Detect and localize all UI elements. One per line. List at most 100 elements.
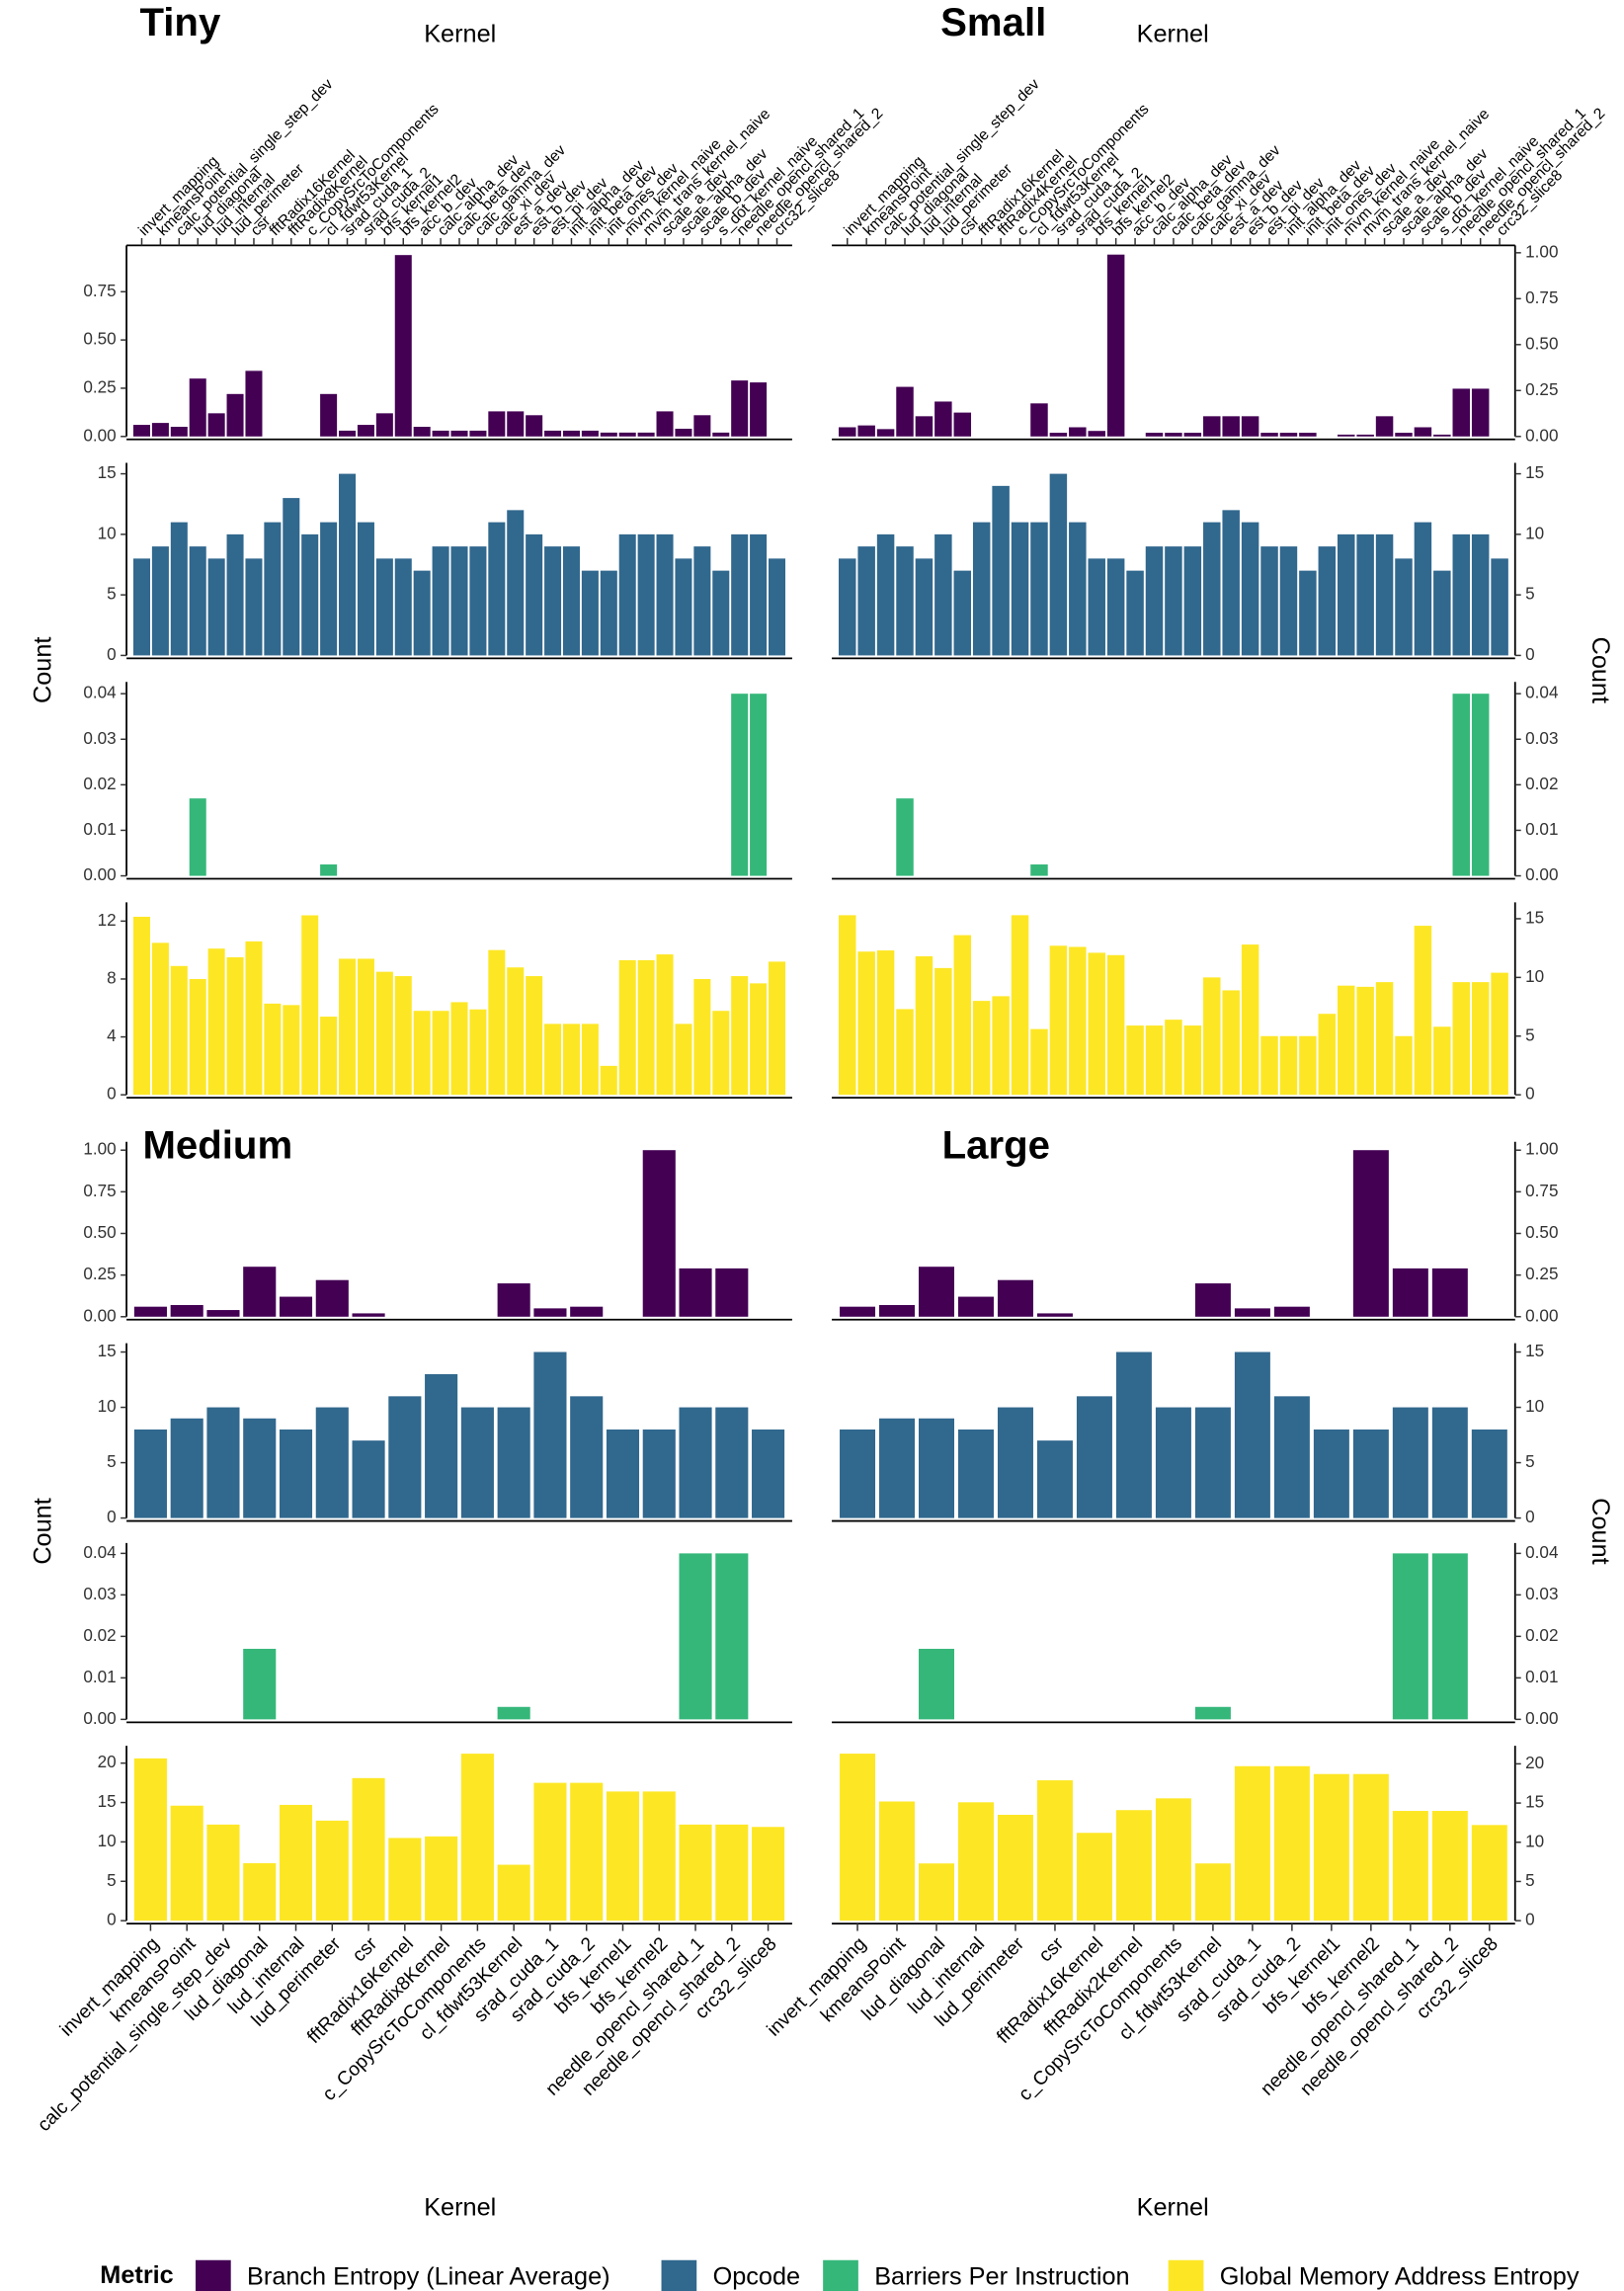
y-tick-label: 0.00 <box>83 426 116 445</box>
bar <box>1452 533 1470 656</box>
bar <box>1194 1706 1231 1720</box>
y-tick-label: 5 <box>1525 1452 1535 1471</box>
bar <box>375 558 393 656</box>
bar <box>133 1758 167 1922</box>
bar <box>675 428 692 437</box>
bar <box>432 430 449 437</box>
y-tick-label: 1.00 <box>1525 242 1558 261</box>
y-tick-label: 10 <box>98 1832 117 1850</box>
bar <box>712 570 730 656</box>
bar <box>1471 533 1490 656</box>
bar <box>264 522 282 656</box>
bar <box>1414 926 1432 1096</box>
bar <box>1471 1825 1507 1922</box>
bar <box>243 1862 277 1922</box>
y-tick-label: 0.03 <box>83 1585 116 1603</box>
bar <box>132 425 151 437</box>
bar <box>1452 694 1470 876</box>
bar <box>1279 1035 1298 1096</box>
y-tick-label: 0.04 <box>1525 1543 1558 1562</box>
bar <box>1260 1035 1278 1096</box>
bar <box>413 570 431 656</box>
bar <box>1030 403 1048 437</box>
y-tick-label: 0.25 <box>1525 1265 1558 1283</box>
bar <box>1194 1283 1231 1317</box>
y-tick-label: 5 <box>1525 585 1535 604</box>
bar <box>637 432 655 437</box>
x-axis-title: Kernel <box>424 2193 496 2221</box>
bar <box>693 546 711 656</box>
bar <box>1392 1268 1428 1317</box>
bar <box>1431 1407 1468 1518</box>
bar <box>1106 254 1125 437</box>
bar <box>1030 864 1048 876</box>
bar <box>1203 416 1221 437</box>
bar <box>1337 434 1355 437</box>
bar <box>1165 433 1182 437</box>
bar <box>839 558 856 656</box>
bar <box>1234 1308 1270 1317</box>
y-tick-label: 15 <box>1525 1793 1544 1812</box>
bar <box>507 411 525 437</box>
bar <box>469 1009 487 1096</box>
bar <box>769 558 786 656</box>
bar <box>320 864 338 876</box>
bar <box>679 1268 712 1317</box>
bar <box>1115 1810 1152 1922</box>
bar <box>243 1267 277 1317</box>
bar <box>279 1429 313 1518</box>
bar <box>245 941 263 1096</box>
bar <box>879 1801 916 1922</box>
bar <box>953 935 972 1096</box>
y-tick-label: 0.75 <box>83 282 116 300</box>
bar <box>526 415 543 437</box>
bar <box>581 1023 599 1096</box>
y-tick-label: 0 <box>1525 1085 1535 1104</box>
bar <box>840 1306 876 1317</box>
bar <box>1431 1553 1468 1720</box>
bar <box>1452 388 1470 437</box>
bar <box>1076 1833 1112 1922</box>
bar <box>189 378 206 437</box>
bar <box>1313 1773 1349 1922</box>
bar <box>1183 1025 1202 1096</box>
bar <box>339 473 357 656</box>
bar <box>857 425 875 437</box>
y-tick-label: 0.02 <box>83 1626 116 1645</box>
bar <box>1352 1429 1389 1518</box>
bar <box>581 430 599 437</box>
bar <box>1337 533 1355 656</box>
bar <box>432 1011 449 1096</box>
bar <box>606 1429 640 1518</box>
legend-label: Opcode <box>713 2262 800 2290</box>
bar <box>544 430 562 437</box>
bar <box>1145 546 1164 656</box>
bar <box>245 370 263 437</box>
bar <box>469 430 487 437</box>
bar <box>1203 522 1221 656</box>
bar <box>562 430 580 437</box>
y-tick-label: 1.00 <box>83 1140 116 1159</box>
bar <box>488 411 506 437</box>
bar <box>581 570 599 656</box>
bar <box>1036 1440 1073 1518</box>
bar <box>375 413 393 437</box>
bar <box>934 401 952 437</box>
bar <box>151 423 169 437</box>
bar <box>1126 570 1144 656</box>
bar <box>972 522 991 656</box>
bar <box>570 1782 604 1922</box>
bar <box>170 522 188 656</box>
bar <box>679 1824 712 1922</box>
bar <box>1106 954 1125 1096</box>
bar <box>618 533 636 656</box>
bar <box>315 1407 349 1518</box>
bar <box>1433 434 1451 437</box>
bar <box>189 798 206 876</box>
bar <box>394 558 412 656</box>
bar <box>1375 982 1394 1096</box>
bar <box>1183 433 1202 437</box>
bar <box>394 255 412 437</box>
bar <box>1106 558 1125 656</box>
